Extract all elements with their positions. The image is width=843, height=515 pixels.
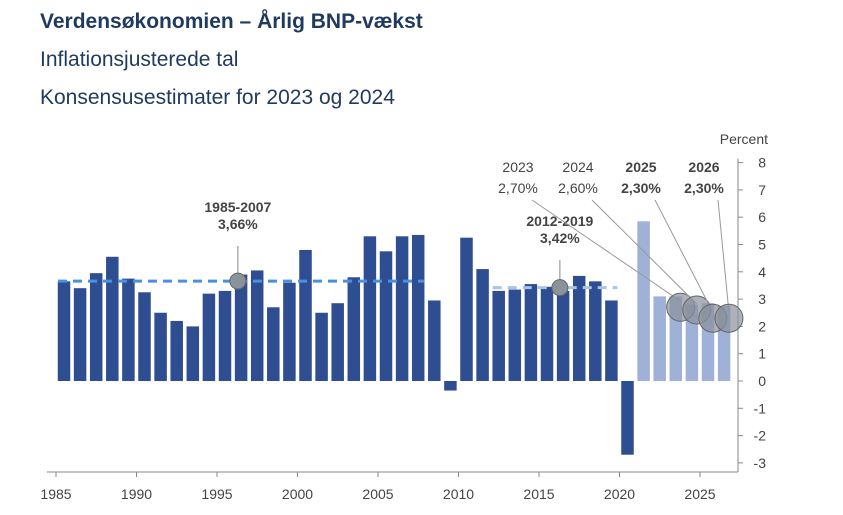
- bar-estimate: [637, 221, 650, 381]
- forecast-value-label: 2,70%: [498, 180, 538, 196]
- callout-line: [531, 199, 681, 302]
- bar-actual: [250, 270, 264, 381]
- bar-actual: [524, 284, 538, 381]
- bar-actual: [57, 281, 71, 381]
- y-tick-label: -1: [754, 400, 767, 416]
- y-tick-label: 2: [758, 318, 766, 334]
- bar-actual: [202, 293, 216, 381]
- x-tick-label: 1995: [201, 486, 232, 502]
- forecast-year-label: 2025: [625, 159, 656, 175]
- y-tick-label: 1: [758, 346, 766, 362]
- forecast-year-label: 2026: [688, 159, 719, 175]
- bar-actual: [492, 290, 505, 381]
- y-axis-label: Percent: [720, 131, 768, 147]
- bar-actual: [170, 320, 183, 381]
- bar-actual: [138, 292, 151, 381]
- y-tick-label: 7: [758, 182, 766, 198]
- bar-actual: [411, 234, 425, 381]
- bar-actual: [154, 312, 167, 381]
- x-tick-label: 1985: [40, 486, 71, 502]
- bar-actual: [444, 381, 457, 391]
- average-marker: [551, 279, 569, 297]
- forecast-year-label: 2023: [502, 159, 533, 175]
- chart-title: Verdensøkonomien – Årlig BNP-vækst: [40, 10, 423, 33]
- average-value-label: 3,42%: [540, 230, 580, 246]
- forecast-marker: [714, 303, 744, 333]
- bar-actual: [347, 277, 361, 381]
- callout-line: [717, 199, 730, 313]
- average-period-label: 2012-2019: [526, 213, 593, 229]
- bar-actual: [89, 273, 103, 381]
- bar-actual: [460, 237, 473, 381]
- forecast-value-label: 2,60%: [558, 180, 598, 196]
- x-tick-label: 2010: [443, 486, 474, 502]
- y-tick-label: -2: [754, 428, 767, 444]
- bar-actual: [476, 269, 489, 381]
- callout-line: [591, 199, 698, 305]
- bar-actual: [428, 300, 441, 381]
- callout-line: [654, 199, 714, 313]
- bar-actual: [572, 275, 586, 381]
- y-tick-label: -3: [754, 455, 767, 471]
- bar-actual: [621, 381, 634, 455]
- y-tick-label: 8: [758, 155, 766, 171]
- average-marker: [229, 272, 247, 290]
- bar-actual: [122, 278, 135, 381]
- y-tick-label: 5: [758, 237, 766, 253]
- bar-actual: [589, 281, 602, 381]
- bar-actual: [73, 288, 87, 381]
- forecast-value-label: 2,30%: [684, 180, 724, 196]
- bar-actual: [186, 326, 200, 381]
- y-tick-label: 4: [758, 264, 766, 280]
- bar-actual: [508, 289, 522, 381]
- bar-actual: [363, 236, 377, 381]
- bar-estimate: [653, 296, 666, 381]
- y-tick-label: 0: [758, 373, 766, 389]
- x-tick-label: 2020: [604, 486, 635, 502]
- bar-actual: [299, 249, 312, 381]
- forecast-value-label: 2,30%: [621, 180, 661, 196]
- y-tick-label: 3: [758, 291, 766, 307]
- x-tick-label: 2005: [362, 486, 393, 502]
- bar-actual: [267, 307, 280, 381]
- bar-actual: [540, 286, 554, 381]
- x-tick-label: 2025: [684, 486, 715, 502]
- x-tick-label: 1990: [121, 486, 152, 502]
- average-period-label: 1985-2007: [204, 199, 271, 215]
- bar-actual: [395, 236, 409, 381]
- bar-actual: [106, 256, 119, 381]
- bar-actual: [283, 282, 296, 381]
- bar-actual: [218, 290, 232, 381]
- bar-actual: [234, 274, 248, 381]
- bar-actual: [556, 290, 570, 381]
- x-tick-label: 2015: [523, 486, 554, 502]
- chart-subtitle-2: Konsensusestimater for 2023 og 2024: [40, 86, 395, 109]
- y-tick-label: 6: [758, 209, 766, 225]
- bar-actual: [331, 303, 344, 381]
- forecast-year-label: 2024: [562, 159, 593, 175]
- bar-actual: [379, 251, 393, 381]
- axes: 8 7 6 5 4 3 2 1 0 -1 -2 -3 1985 1990 1995 2000 2005 2010 2…: [40, 155, 766, 502]
- bars: [57, 221, 731, 455]
- bar-actual: [315, 312, 328, 381]
- chart-subtitle-1: Inflationsjusterede tal: [40, 48, 239, 71]
- x-tick-label: 2000: [282, 486, 313, 502]
- bar-actual: [605, 300, 618, 381]
- average-value-label: 3,66%: [218, 216, 258, 232]
